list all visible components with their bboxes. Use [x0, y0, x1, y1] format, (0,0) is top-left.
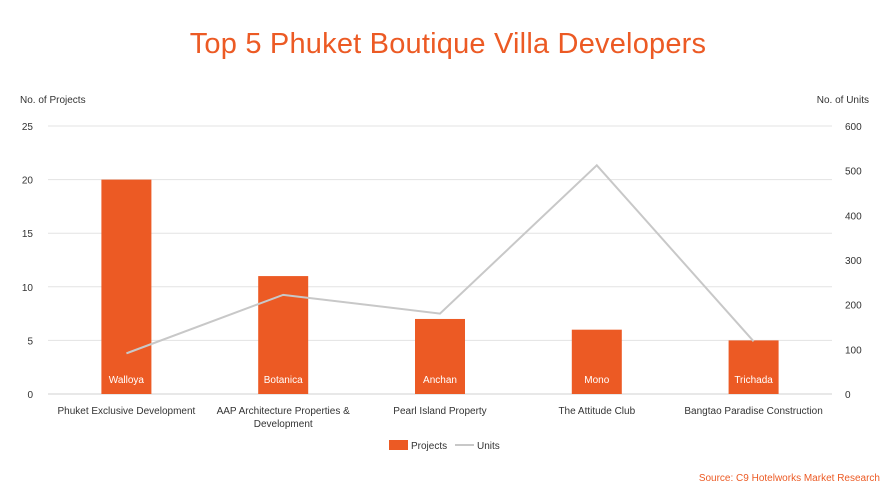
- bar-data-label: Trichada: [734, 375, 773, 386]
- right-tick-label: 0: [845, 390, 851, 401]
- left-tick-label: 15: [22, 229, 34, 240]
- bar: [728, 340, 779, 394]
- bar-data-label: Botanica: [264, 375, 303, 386]
- bar-data-label: Anchan: [423, 375, 457, 386]
- bar: [101, 179, 152, 394]
- chart-title: Top 5 Phuket Boutique Villa Developers: [189, 28, 707, 60]
- bar: [571, 329, 622, 394]
- right-tick-label: 200: [845, 301, 862, 312]
- left-tick-label: 25: [22, 122, 34, 133]
- left-tick-label: 5: [27, 336, 33, 347]
- category-label: AAP Architecture Properties &: [217, 406, 351, 417]
- category-label: Bangtao Paradise Construction: [684, 406, 822, 417]
- left-tick-label: 0: [27, 390, 33, 401]
- right-axis-title: No. of Units: [816, 95, 869, 106]
- left-tick-label: 10: [22, 283, 34, 294]
- right-tick-label: 600: [845, 122, 862, 133]
- left-axis-title: No. of Projects: [20, 95, 86, 106]
- category-label: Phuket Exclusive Development: [57, 406, 195, 417]
- right-tick-label: 500: [845, 167, 862, 178]
- category-label: Development: [254, 419, 313, 430]
- legend-units-label: Units: [477, 441, 500, 452]
- source-note: Source: C9 Hotelworks Market Research: [698, 473, 880, 484]
- left-tick-label: 20: [22, 176, 34, 187]
- bar-data-label: Walloya: [109, 375, 145, 386]
- right-tick-label: 100: [845, 345, 862, 356]
- bar: [415, 318, 465, 394]
- right-tick-label: 400: [845, 211, 862, 222]
- bar-data-label: Mono: [584, 375, 609, 386]
- right-tick-label: 300: [845, 256, 862, 267]
- legend-projects-label: Projects: [411, 441, 447, 452]
- legend-projects-swatch: [389, 440, 408, 450]
- category-label: The Attitude Club: [558, 406, 635, 417]
- category-label: Pearl Island Property: [393, 406, 486, 417]
